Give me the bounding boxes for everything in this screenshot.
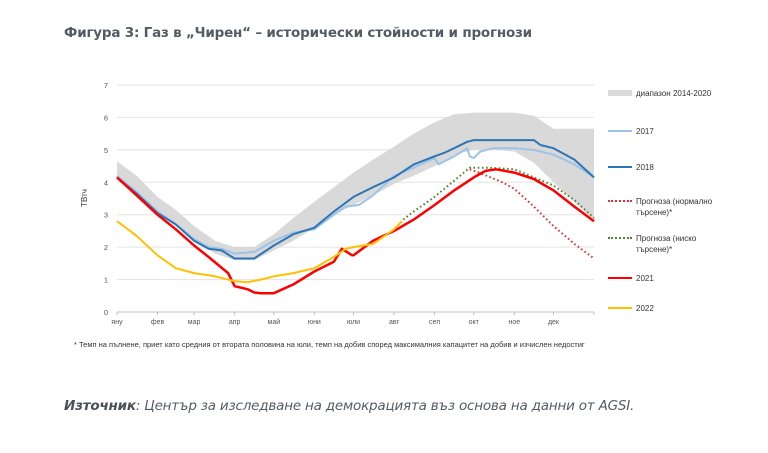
series-line-3	[402, 166, 595, 221]
legend-item: Прогноза (нормално търсене)*	[608, 196, 726, 218]
legend-item: 2017	[608, 126, 654, 137]
legend-label: Прогноза (ниско търсене)*	[636, 234, 697, 254]
legend-item: 2022	[608, 303, 654, 314]
y-tick-label: 7	[104, 81, 108, 90]
range-band	[117, 112, 594, 261]
y-axis: 0 1 2 3 4 5 6 7	[104, 81, 108, 317]
series-line-1	[116, 139, 595, 260]
x-tick-label: ное	[508, 319, 520, 326]
legend-label: Прогноза (нормално търсене)*	[636, 197, 713, 217]
x-tick-label: фев	[151, 319, 165, 326]
legend-item: 2021	[608, 273, 654, 284]
y-tick-label: 0	[104, 308, 108, 317]
y-tick-label: 3	[104, 211, 108, 220]
legend-swatch	[608, 277, 632, 279]
legend-label: диапазон 2014-2020	[636, 89, 712, 98]
legend-item: диапазон 2014-2020	[608, 88, 711, 99]
legend-swatch	[608, 237, 632, 239]
series-lines	[116, 139, 595, 295]
x-tick-label: окт	[469, 319, 480, 326]
footnote: * Темп на пълнене, приет като средния от…	[74, 340, 585, 349]
legend-swatch	[608, 90, 632, 96]
x-tick-label: авг	[389, 319, 400, 326]
x-tick-label: май	[268, 318, 281, 326]
series-line-2	[469, 168, 595, 260]
x-tick-label: юни	[308, 319, 321, 326]
x-tick-label: мар	[188, 319, 201, 326]
y-tick-label: 6	[104, 113, 108, 122]
legend-swatch	[608, 166, 632, 168]
source-text: : Център за изследване на демокрацията в…	[135, 398, 635, 414]
source-note: Източник: Център за изследване на демокр…	[64, 398, 634, 414]
x-axis: яну фев мар апр май юни юли авг сеп окт ное дек	[111, 312, 595, 326]
y-axis-label: ТВтч	[80, 189, 89, 207]
legend-item: Прогноза (ниско търсене)*	[608, 233, 726, 255]
source-label: Източник	[64, 398, 136, 414]
y-tick-label: 5	[104, 146, 108, 155]
legend-item: 2018	[608, 162, 654, 173]
x-tick-label: юли	[347, 319, 360, 326]
legend-swatch	[608, 200, 632, 202]
x-tick-label: сеп	[429, 319, 440, 326]
x-tick-label: апр	[229, 319, 241, 326]
y-tick-label: 2	[104, 243, 108, 252]
x-tick-label: дек	[548, 319, 560, 326]
series-line-5	[116, 220, 403, 284]
band-range-2014-2020	[117, 112, 594, 261]
series-line-0	[116, 147, 595, 255]
legend-swatch	[608, 307, 632, 309]
legend-swatch	[608, 130, 632, 132]
legend-label: 2017	[636, 127, 654, 136]
x-tick-label: яну	[111, 319, 123, 326]
y-tick-label: 4	[104, 178, 108, 187]
legend-label: 2018	[636, 163, 654, 172]
legend-label: 2021	[636, 274, 654, 283]
figure-title: Фигура 3: Газ в „Чирен“ – исторически ст…	[64, 25, 532, 41]
y-tick-label: 1	[104, 276, 108, 285]
series-line-4	[116, 168, 595, 295]
legend-label: 2022	[636, 304, 654, 313]
